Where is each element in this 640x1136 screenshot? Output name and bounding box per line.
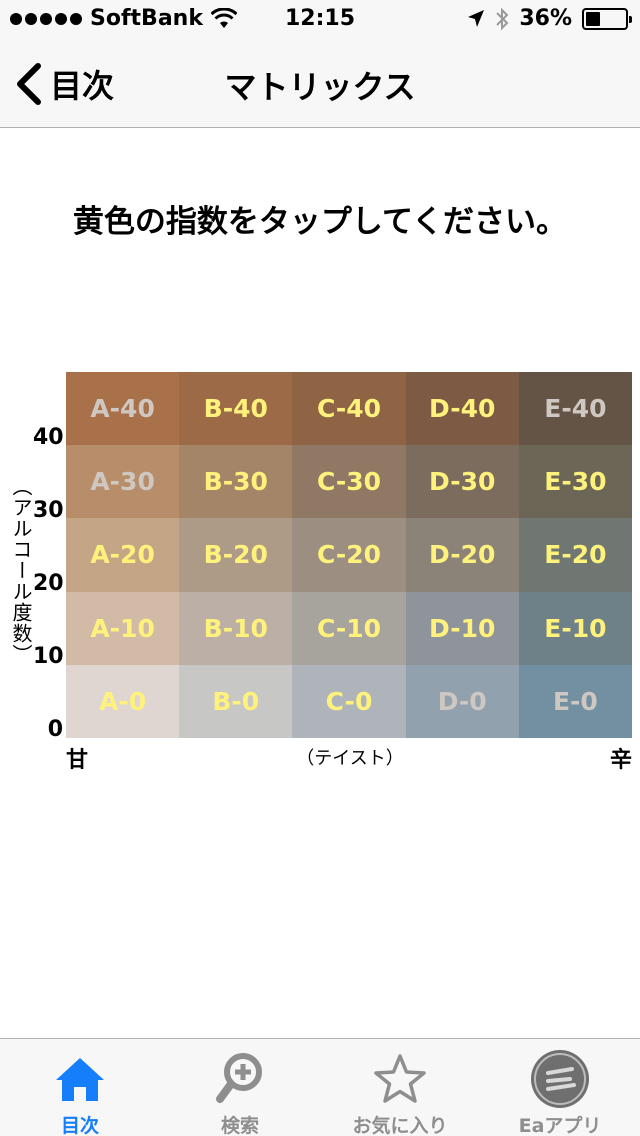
matrix-cell-e-30[interactable]: E-30	[518, 445, 632, 519]
star-icon	[370, 1049, 430, 1109]
matrix-cell-c-40[interactable]: C-40	[292, 372, 406, 446]
search-plus-icon	[210, 1049, 270, 1109]
carrier-name: SoftBank	[90, 6, 203, 31]
tab-label: お気に入り	[352, 1115, 448, 1136]
home-icon	[50, 1049, 110, 1109]
matrix-cell-c-0[interactable]: C-0	[292, 664, 406, 738]
page-title: マトリックス	[224, 68, 416, 106]
y-tick-40: 40	[33, 425, 64, 450]
matrix-cell-d-20[interactable]: D-20	[405, 518, 519, 592]
back-button-label: 目次	[50, 67, 115, 105]
x-label-sweet: 甘	[66, 748, 89, 773]
tab-contents[interactable]: 目次	[0, 1039, 160, 1136]
matrix-cell-d-40[interactable]: D-40	[405, 372, 519, 446]
instruction-text: 黄色の指数をタップしてください。	[72, 204, 568, 240]
alcohol-taste-matrix: A-40 B-40 C-40 D-40 E-40 A-30 B-30 C-30 D-30 E-30…	[66, 372, 632, 738]
matrix-cell-c-30[interactable]: C-30	[292, 445, 406, 519]
y-tick-30: 30	[33, 498, 64, 523]
matrix-cell-a-40[interactable]: A-40	[66, 372, 180, 446]
navigation-bar: 目次 マトリックス	[0, 40, 640, 128]
matrix-cell-e-10[interactable]: E-10	[518, 591, 632, 665]
tab-label: 目次	[60, 1115, 99, 1136]
matrix-cell-a-30[interactable]: A-30	[66, 445, 180, 519]
matrix-cell-b-10[interactable]: B-10	[179, 591, 293, 665]
matrix-cell-c-20[interactable]: C-20	[292, 518, 406, 592]
matrix-cell-d-10[interactable]: D-10	[405, 591, 519, 665]
battery-percent: 36%	[519, 6, 572, 31]
y-tick-10: 10	[33, 644, 64, 669]
matrix-cell-a-10[interactable]: A-10	[66, 591, 180, 665]
ea-app-icon	[530, 1049, 590, 1109]
tab-favorites[interactable]: お気に入り	[320, 1039, 480, 1136]
back-button[interactable]: 目次	[14, 60, 114, 108]
battery-icon	[582, 7, 632, 30]
matrix-cell-b-20[interactable]: B-20	[179, 518, 293, 592]
matrix-cell-a-0[interactable]: A-0	[66, 664, 180, 738]
bluetooth-icon	[496, 7, 509, 30]
tab-bar: 目次 検索 お気に入り Eaアプリ	[0, 1038, 640, 1136]
y-axis-title: （アルコール度数）	[9, 476, 33, 665]
status-right: 36%	[467, 6, 632, 31]
y-tick-20: 20	[33, 571, 64, 596]
matrix-cell-a-20[interactable]: A-20	[66, 518, 180, 592]
x-label-dry: 辛	[610, 748, 633, 773]
chevron-left-icon	[17, 63, 41, 105]
tab-search[interactable]: 検索	[160, 1039, 320, 1136]
status-time: 12:15	[284, 6, 356, 31]
x-axis-title: （テイスト）	[296, 748, 404, 769]
signal-dots-icon	[10, 12, 82, 25]
y-tick-0: 0	[47, 717, 63, 742]
matrix-cell-e-40[interactable]: E-40	[518, 372, 632, 446]
status-bar: SoftBank 12:15 36%	[0, 0, 640, 40]
wifi-icon	[210, 7, 237, 28]
location-arrow-icon	[468, 9, 485, 27]
tab-label: Eaアプリ	[518, 1115, 602, 1136]
tab-label: 検索	[220, 1115, 259, 1136]
matrix-cell-b-40[interactable]: B-40	[179, 372, 293, 446]
battery-fill	[586, 11, 600, 26]
matrix-cell-b-0[interactable]: B-0	[179, 664, 293, 738]
matrix-cell-d-0[interactable]: D-0	[405, 664, 519, 738]
matrix-cell-b-30[interactable]: B-30	[179, 445, 293, 519]
tab-ea-app[interactable]: Eaアプリ	[480, 1039, 640, 1136]
matrix-cell-c-10[interactable]: C-10	[292, 591, 406, 665]
matrix-cell-d-30[interactable]: D-30	[405, 445, 519, 519]
status-left: SoftBank	[10, 6, 237, 31]
matrix-cell-e-20[interactable]: E-20	[518, 518, 632, 592]
matrix-cell-e-0[interactable]: E-0	[518, 664, 632, 738]
